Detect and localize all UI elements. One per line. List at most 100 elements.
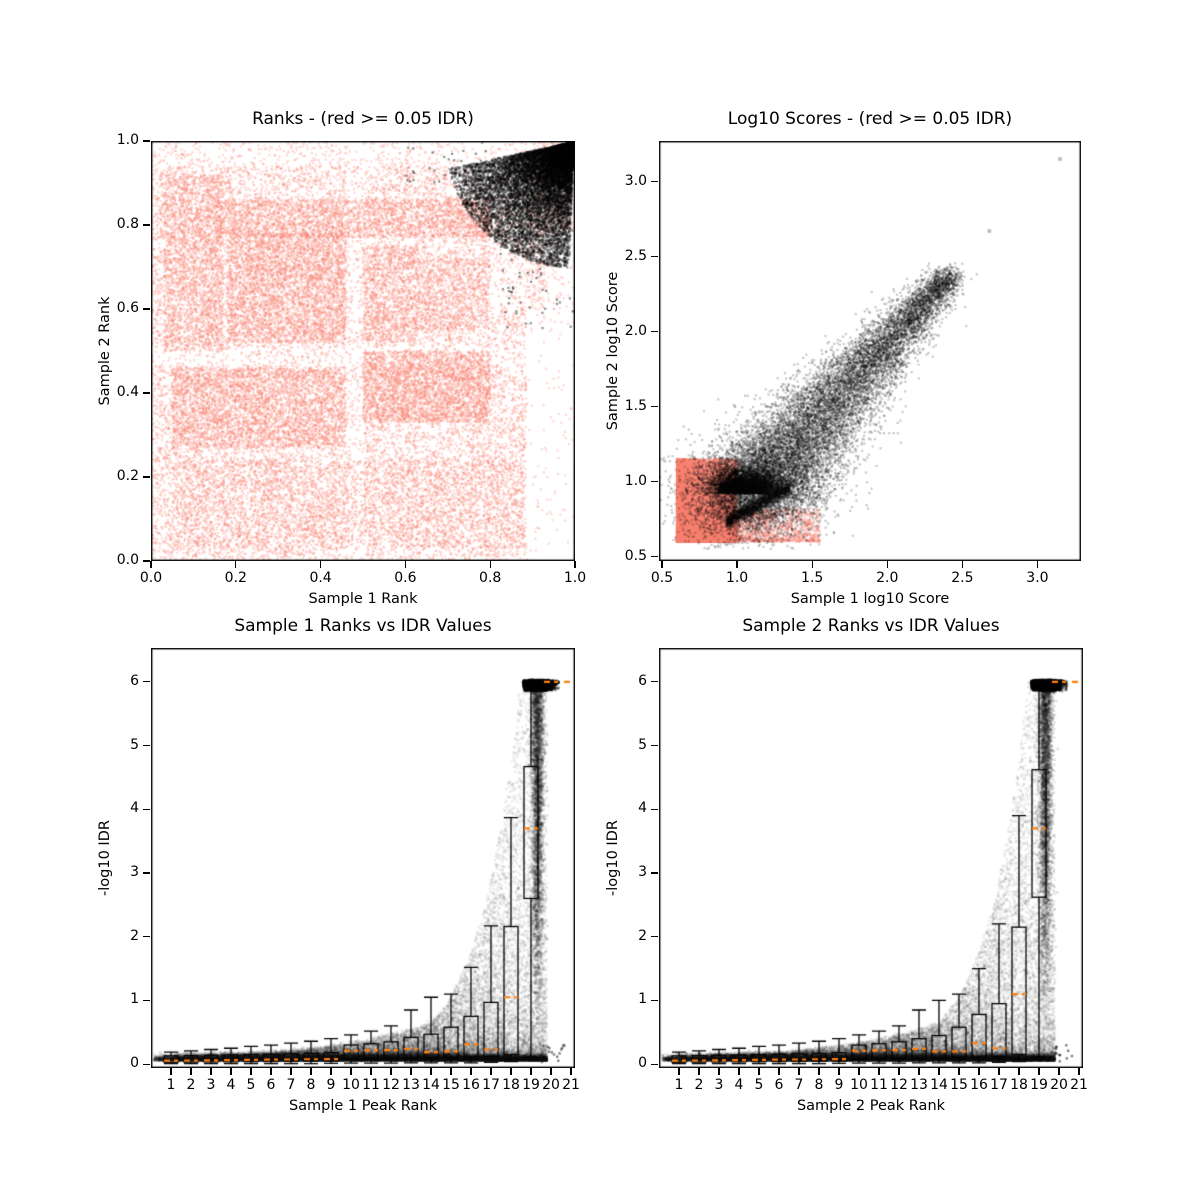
x-tick-mark [886,561,888,568]
y-tick-mark [143,560,150,562]
x-tick-mark [878,1068,880,1075]
x-tick-label: 3 [206,1077,216,1093]
y-tick-label: 0.8 [116,216,139,232]
y-tick-mark [143,999,150,1002]
x-tick-mark [898,1068,900,1075]
x-tick-mark [404,561,407,568]
scores-plot-xlabel: Sample 1 log10 Score [790,591,950,607]
x-tick-mark [430,1068,432,1075]
x-tick-label: 11 [870,1077,888,1093]
y-tick-label: 2 [638,927,647,944]
y-tick-label: 5 [130,736,139,753]
x-tick-mark [390,1068,392,1075]
x-tick-label: 5 [246,1077,256,1093]
sample1-rank-idr-ylabel: -log10 IDR [97,820,113,896]
x-tick-label: 6 [774,1077,784,1093]
x-tick-label: 4 [226,1077,236,1093]
x-tick-mark [958,1068,960,1075]
x-tick-mark [758,1068,760,1075]
x-tick-label: 19 [1030,1077,1048,1093]
x-tick-label: 13 [910,1077,928,1093]
x-tick-mark [698,1068,700,1075]
x-tick-mark [978,1068,980,1075]
x-tick-label: 20 [542,1077,560,1093]
x-tick-label: 21 [562,1077,580,1093]
x-tick-mark [718,1068,720,1075]
x-tick-mark [290,1068,292,1075]
x-tick-mark [998,1068,1000,1075]
sample2-rank-idr-xlabel: Sample 2 Peak Rank [796,1098,946,1114]
y-tick-mark [651,999,658,1002]
x-tick-mark [574,561,576,568]
y-tick-label: 2 [130,927,139,944]
x-tick-label: 9 [326,1077,336,1093]
x-tick-mark [1078,1068,1080,1075]
y-tick-mark [651,180,658,183]
x-tick-mark [818,1068,820,1075]
x-tick-mark [489,561,491,568]
y-tick-mark [651,330,658,333]
y-tick-mark [651,1063,658,1065]
y-tick-label: 1 [130,991,139,1008]
y-tick-label: 4 [130,800,139,817]
x-tick-mark [736,561,738,568]
y-tick-mark [143,808,150,810]
x-tick-label: 10 [342,1077,360,1093]
x-tick-mark [1018,1068,1020,1075]
x-tick-label: 9 [834,1077,844,1093]
y-tick-mark [651,480,658,483]
y-tick-label: 3 [130,863,139,880]
y-tick-mark [143,140,150,142]
scores-plot: Log10 Scores - (red >= 0.05 IDR) Sample … [605,109,1081,607]
y-tick-mark [651,808,658,810]
y-tick-label: 6 [130,672,139,689]
x-tick-mark [778,1068,780,1075]
sample1-rank-idr-plot: Sample 1 Ranks vs IDR Values Sample 1 Pe… [97,616,580,1114]
x-tick-mark [170,1068,172,1075]
x-tick-mark [938,1068,940,1075]
y-tick-label: 1.5 [624,397,647,414]
x-tick-label: 0.5 [650,570,674,586]
x-tick-mark [370,1068,372,1075]
ranks-plot: Ranks - (red >= 0.05 IDR) Sample 1 Rank … [97,109,586,607]
x-tick-label: 17 [990,1077,1008,1093]
x-tick-label: 21 [1070,1077,1088,1093]
y-tick-mark [651,405,658,408]
x-tick-mark [150,561,152,568]
x-tick-label: 1 [674,1077,684,1093]
x-tick-label: 15 [950,1077,968,1093]
x-tick-mark [961,561,963,568]
x-tick-mark [450,1068,452,1075]
x-tick-mark [678,1068,680,1075]
y-tick-label: 0 [638,1055,647,1072]
x-tick-label: 7 [286,1077,296,1093]
x-tick-mark [350,1068,352,1075]
ranks-plot-xlabel: Sample 1 Rank [308,591,418,607]
x-tick-mark [310,1068,312,1075]
x-tick-label: 20 [1050,1077,1068,1093]
y-tick-mark [143,681,150,683]
x-tick-label: 12 [890,1077,908,1093]
sample2-rank-idr-ylabel: -log10 IDR [605,820,621,896]
x-tick-mark [530,1068,532,1075]
x-tick-label: 15 [442,1077,460,1093]
x-tick-label: 0.0 [139,570,163,586]
x-tick-mark [858,1068,860,1075]
x-tick-label: 3.0 [1026,570,1049,586]
x-tick-mark [1038,1068,1040,1075]
y-tick-label: 1 [638,991,647,1008]
y-tick-mark [143,744,150,747]
y-tick-label: 2.5 [624,247,647,264]
x-tick-mark [661,561,663,568]
y-tick-label: 1.0 [116,132,139,148]
y-tick-mark [143,308,150,310]
x-tick-label: 1.5 [801,570,824,586]
y-tick-label: 0.5 [624,547,647,564]
x-tick-label: 1.0 [563,570,587,586]
x-tick-label: 16 [462,1077,480,1093]
x-tick-label: 11 [362,1077,380,1093]
x-tick-label: 16 [970,1077,988,1093]
y-tick-label: 2.0 [624,322,647,339]
y-tick-mark [143,224,150,226]
